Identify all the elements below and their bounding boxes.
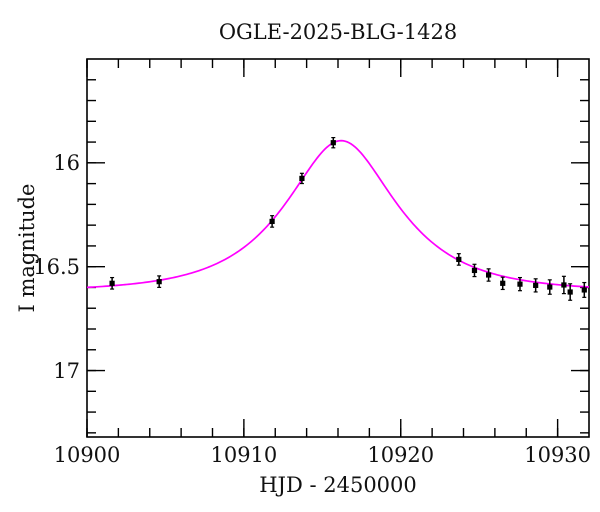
y-tick-label: 17 <box>53 358 80 383</box>
data-point <box>533 278 539 293</box>
x-tick-label: 10920 <box>367 443 435 467</box>
data-point <box>547 279 553 295</box>
data-point <box>517 276 523 292</box>
data-point <box>486 268 492 282</box>
y-tick-label: 16 <box>53 150 80 175</box>
data-point <box>500 276 506 291</box>
x-tick-label: 10900 <box>53 443 121 467</box>
data-series <box>109 136 587 301</box>
x-axis-label: HJD - 2450000 <box>259 473 417 497</box>
data-point <box>581 281 587 298</box>
data-point <box>456 253 462 266</box>
data-point <box>330 136 336 149</box>
data-point <box>471 263 478 278</box>
y-tick-label: 16.5 <box>33 254 80 279</box>
model-curve <box>87 139 589 289</box>
data-point <box>156 275 162 288</box>
plot-box <box>86 58 590 438</box>
plot-title: OGLE-2025-BLG-1428 <box>218 20 458 44</box>
data-point <box>109 276 115 290</box>
data-point <box>561 275 567 295</box>
data-point <box>299 172 305 185</box>
data-point <box>269 215 275 228</box>
x-tick-label: 10930 <box>524 443 592 467</box>
x-tick-label: 10910 <box>210 443 278 467</box>
data-point <box>567 283 573 301</box>
